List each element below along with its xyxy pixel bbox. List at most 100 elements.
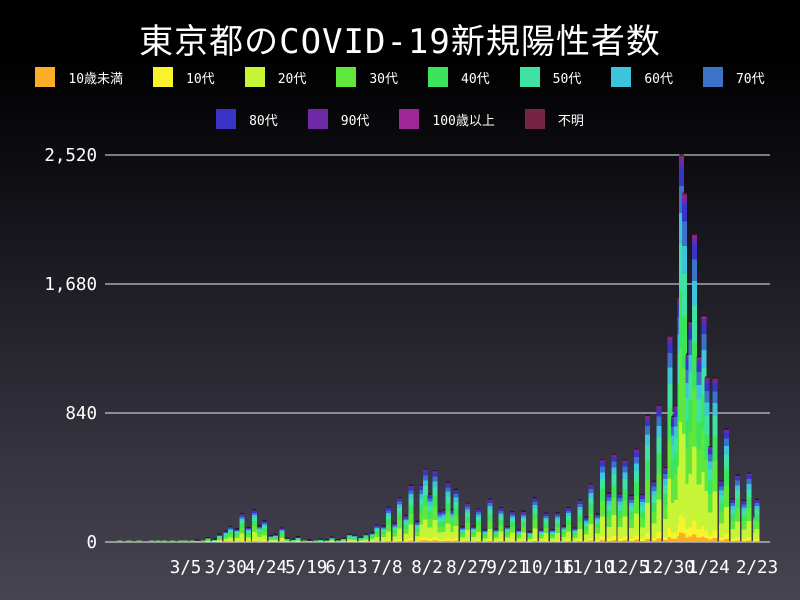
bar-segment [674,437,680,454]
bar-segment [611,539,617,542]
bar-segment [719,523,725,538]
bar-segment [397,504,403,509]
bar-segment [628,499,634,503]
bar-segment [670,420,676,427]
bar-tip-speck [561,525,566,527]
bar-segment [577,503,583,507]
bar-segment [707,480,713,495]
bar-segment [662,493,668,506]
bar-segment [352,537,358,538]
bar-segment [730,505,736,510]
bar-segment [704,377,710,379]
bar-segment [577,521,583,530]
bar-segment [588,504,594,514]
bar-tip-speck [194,539,199,541]
bar-tip-speck [381,525,386,527]
bar-segment [656,538,662,542]
bar-segment [422,470,428,472]
bar-tip-speck [701,314,706,317]
bar-segment [471,530,477,533]
bar-segment [633,535,639,540]
bar-segment [445,496,451,504]
bar-segment [205,539,211,541]
bar-segment [381,527,387,529]
bar-segment [445,512,451,524]
bar-segment [667,353,673,368]
bar-segment [704,390,710,403]
bar-segment [662,470,668,475]
bar-segment [493,531,499,533]
bar-segment [704,402,710,416]
bar-segment [392,540,398,542]
bar-segment [228,528,234,530]
bar-segment [245,528,251,530]
bar-segment [408,494,414,499]
bar-segment [505,530,510,533]
bar-segment [290,541,296,542]
bar-segment [476,539,482,542]
bar-segment [645,416,651,420]
bar-segment [656,499,662,533]
y-tick-label: 840 [65,404,97,424]
bar-segment [696,358,702,363]
bar-segment [651,540,657,542]
bar-tip-speck [307,539,312,541]
bar-segment [723,429,729,430]
bar-segment [261,541,267,542]
bar-tip-speck [404,515,409,517]
bar-tip-speck [370,531,375,534]
bar-segment [735,521,741,538]
bar-segment [521,526,527,533]
bar-segment [459,540,465,542]
bar-segment [566,515,572,520]
bar-segment [427,494,433,496]
bar-segment [628,519,634,528]
bar-segment [735,498,741,509]
bar-tip-speck [252,509,257,511]
bar-segment [432,520,438,538]
bar-tip-speck [705,376,710,378]
bar-segment [234,530,240,532]
bar-segment [352,537,358,539]
bar-segment [606,510,612,518]
bar-segment [329,539,335,540]
bar-segment [223,538,229,542]
bar-tip-speck [239,513,244,515]
bar-segment [588,524,594,538]
bar-segment [554,541,560,542]
bar-segment [239,528,245,534]
bar-tip-speck [423,468,428,470]
bar-segment [516,532,522,535]
bar-segment [155,540,161,542]
bar-tip-speck [352,534,357,536]
bar-segment [617,538,623,541]
bar-tip-speck [671,415,676,417]
bar-segment [471,528,477,531]
bar-segment [505,540,510,542]
bar-segment [381,528,387,530]
bar-segment [149,540,155,542]
bar-segment [583,519,589,522]
bar-segment [205,540,211,542]
bar-segment [352,540,358,542]
bar-segment [651,483,657,487]
bar-segment [550,538,556,542]
bar-segment [493,535,499,539]
bar-segment [719,495,725,503]
legend-item: 10代 [153,67,215,87]
bar-segment [730,520,736,529]
bar-segment [414,531,420,536]
bar-segment [701,536,707,542]
bar-segment [228,537,234,541]
bar-segment [685,369,691,383]
bar-segment [216,538,222,540]
bar-segment [482,536,488,539]
bar-segment [645,502,651,534]
legend-swatch-icon [428,67,448,87]
bar-segment [450,517,456,522]
bar-segment [678,290,684,349]
bar-segment [719,490,725,496]
bar-segment [347,535,353,537]
bar-segment [532,540,538,542]
bar-segment [464,530,470,540]
